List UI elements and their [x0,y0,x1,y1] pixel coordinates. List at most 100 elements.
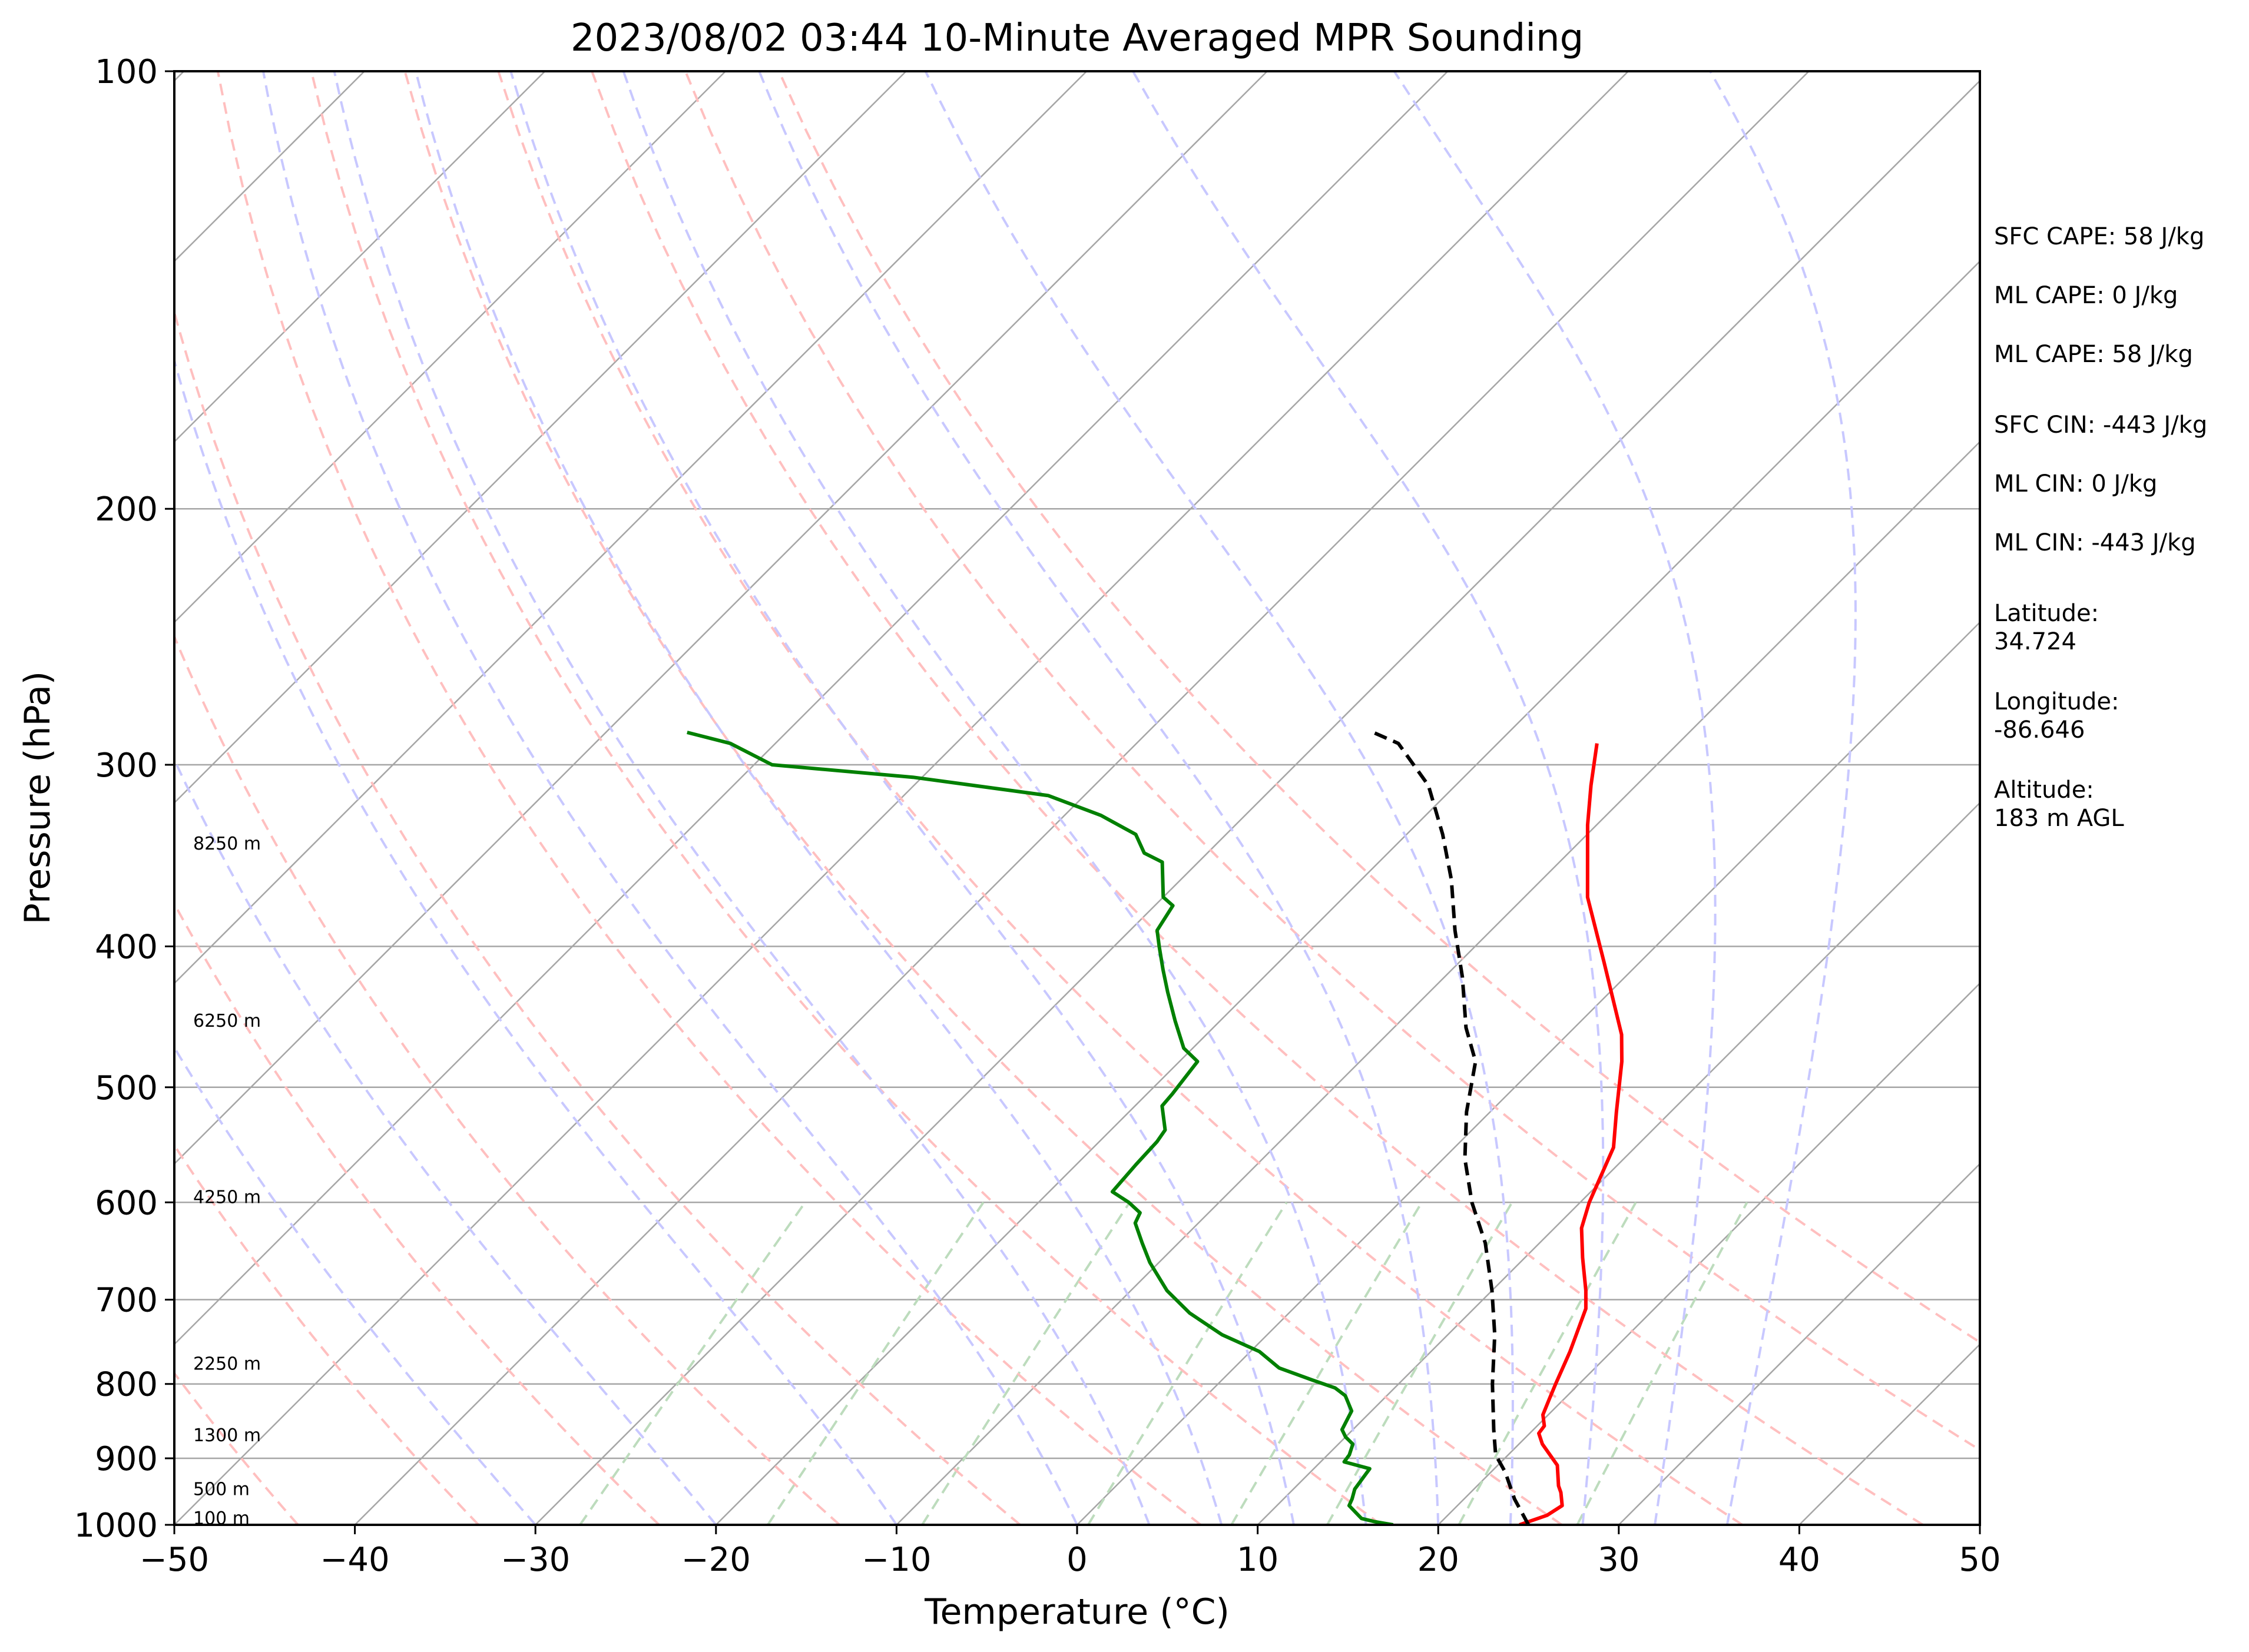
moist-adiabat-line [174,757,717,1525]
x-tick-label: 50 [1959,1541,2000,1579]
y-tick-label: 800 [95,1366,158,1404]
mixing-ratio-line [579,1202,806,1525]
isotherm-line [174,71,1088,984]
y-tick-label: 200 [95,490,158,529]
chart-title: 2023/08/02 03:44 10-Minute Averaged MPR … [571,16,1584,60]
height-label: 4250 m [193,1187,261,1208]
x-tick-label: 40 [1778,1541,1820,1579]
isotherm-line [1618,1163,1980,1525]
isotherm-line [174,71,726,623]
temperature-line [1519,743,1624,1525]
dry-adiabat-line [591,71,1924,1525]
moist-adiabat-line [415,71,1223,1525]
ml-cin-text: ML CIN: 0 J/kg [1994,470,2157,497]
y-axis-label: Pressure (hPa) [17,671,58,924]
dry-adiabat-line [684,71,1980,1452]
y-tick-label: 300 [95,747,158,785]
isotherm-line [174,71,546,443]
x-tick-label: 10 [1237,1541,1278,1579]
height-label: 8250 m [193,834,261,854]
ml-cin-text-2: ML CIN: -443 J/kg [1994,529,2196,556]
sounding-profiles [687,731,1624,1525]
altitude-label: Altitude: [1994,777,2094,804]
dry-adiabat-line [174,1371,299,1525]
latitude-label: Latitude: [1994,600,2099,627]
latitude-value: 34.724 [1994,628,2076,655]
sfc-cape-text: SFC CAPE: 58 J/kg [1994,223,2204,250]
x-tick-label: −40 [320,1541,390,1579]
mixing-ratio-line [1326,1202,1513,1525]
isotherm-lines [0,71,1980,1525]
x-tick-label: −20 [681,1541,751,1579]
sfc-cin-text: SFC CIN: -443 J/kg [1994,412,2207,439]
height-label: 100 m [193,1508,250,1529]
dry-adiabat-lines [174,71,1980,1525]
moist-adiabat-line [622,71,1367,1525]
height-labels: 100 m 500 m 1300 m 2250 m 4250 m 6250 m 8250 m [193,834,261,1529]
y-tick-label: 1000 [74,1507,158,1545]
y-axis-ticks: 100 200 300 400 500 600 700 800 900 1000 [74,53,174,1545]
moist-adiabat-line [924,71,1514,1525]
mixing-ratio-lines [579,1202,1748,1525]
moist-adiabat-lines [174,71,1857,1525]
isotherm-line [535,79,1980,1525]
x-tick-label: 0 [1066,1541,1088,1579]
isotherm-line [174,71,907,804]
x-tick-label: 20 [1417,1541,1459,1579]
y-tick-label: 500 [95,1069,158,1107]
isotherm-line [715,260,1980,1525]
mixing-ratio-line [1230,1202,1423,1525]
plot-area [0,71,1980,1525]
moist-adiabat-line [262,71,1078,1525]
y-tick-label: 900 [95,1440,158,1478]
moist-adiabat-line [174,1045,536,1525]
parcel-line [1372,731,1531,1525]
dry-adiabat-line [777,71,1980,1344]
dry-adiabat-line [174,307,1021,1525]
mixing-ratio-line [767,1202,985,1525]
y-tick-label: 700 [95,1282,158,1320]
mixing-ratio-line [921,1202,1131,1525]
longitude-value: -86.646 [1994,716,2085,744]
y-tick-label: 600 [95,1184,158,1222]
x-axis-label: Temperature (°C) [924,1591,1230,1633]
mixing-ratio-line [1458,1202,1637,1525]
altitude-value: 183 m AGL [1994,805,2124,832]
height-label: 1300 m [193,1425,261,1446]
moist-adiabat-line [1132,71,1605,1525]
stats-panel: SFC CAPE: 58 J/kg ML CAPE: 0 J/kg ML CAP… [1994,223,2207,832]
moist-adiabat-line [174,356,898,1525]
height-label: 500 m [193,1479,250,1500]
isotherm-line [354,71,1810,1525]
isotherm-line [174,71,1268,1165]
y-tick-label: 400 [95,928,158,966]
ml-cape-text: ML CAPE: 0 J/kg [1994,282,2178,309]
dry-adiabat-line [497,71,1743,1525]
moist-adiabat-line [1393,71,1717,1525]
dewpoint-line [687,731,1394,1525]
plot-frame [173,70,1981,1526]
y-tick-label: 100 [95,53,158,91]
isotherm-line [174,71,1449,1346]
x-tick-label: −30 [501,1541,570,1579]
x-axis-ticks: −50 −40 −30 −20 −10 0 10 20 30 40 50 [140,1525,2001,1579]
longitude-label: Longitude: [1994,688,2119,715]
pressure-gridlines [174,507,1980,1459]
moist-adiabat-line [1709,71,1857,1525]
mixing-ratio-line [1087,1202,1288,1525]
x-tick-label: −10 [862,1541,931,1579]
moist-adiabat-line [758,71,1440,1525]
x-tick-label: −50 [140,1541,209,1579]
height-label: 6250 m [193,1011,261,1031]
isotherm-line [1437,982,1980,1525]
isotherm-line [0,71,4,1525]
height-label: 2250 m [193,1354,261,1375]
mixing-ratio-line [1576,1202,1748,1525]
dry-adiabat-line [174,1143,480,1525]
ml-cape-text-2: ML CAPE: 58 J/kg [1994,341,2193,368]
isotherm-line [1257,801,1980,1525]
x-tick-label: 30 [1598,1541,1639,1579]
dry-adiabat-line [216,71,1202,1525]
isotherm-line [896,440,1980,1525]
